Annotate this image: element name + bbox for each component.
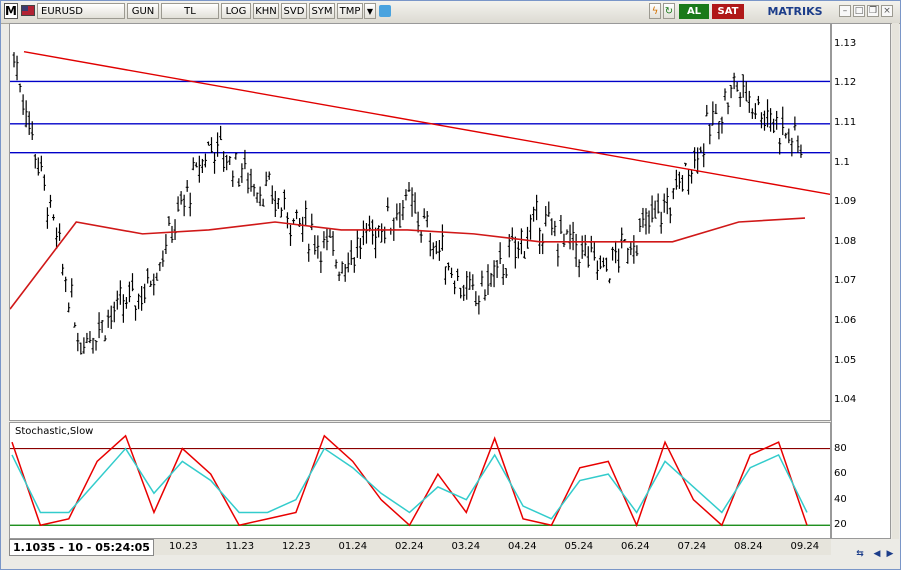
us-flag-icon <box>21 5 35 16</box>
stoch-y-tick-label: 20 <box>834 519 847 531</box>
log-scale-button[interactable]: LOG <box>221 3 251 19</box>
sell-button[interactable]: SAT <box>712 4 744 19</box>
x-tick-label: 04.24 <box>508 541 537 552</box>
svd-button[interactable]: SVD <box>281 3 307 19</box>
x-tick-label: 01.24 <box>338 541 368 552</box>
crosshair-readout: 1.1035 - 10 - 05:24:05 <box>9 539 154 556</box>
minimize-icon[interactable]: – <box>839 5 851 17</box>
scroll-left-icon[interactable]: ◀ <box>873 549 881 559</box>
stochastic-svg <box>10 434 830 528</box>
vertical-scrollbar[interactable] <box>892 23 899 539</box>
y-tick-label: 1.05 <box>834 354 857 366</box>
toolbar: M EURUSD GUN TL LOG KHN SVD SYM TMP ▼ ϟ … <box>1 1 900 24</box>
stoch-y-tick-label: 80 <box>834 442 847 454</box>
x-tick-label: 05.24 <box>564 541 594 552</box>
x-tick-label: 03.24 <box>451 541 481 552</box>
close-icon[interactable]: × <box>881 5 893 17</box>
x-tick-label: 06.24 <box>621 541 650 552</box>
x-tick-label: 12.23 <box>282 541 311 552</box>
y-tick-label: 1.08 <box>834 235 857 247</box>
app-logo: M <box>4 3 18 19</box>
restore-icon[interactable]: ❐ <box>867 5 879 17</box>
price-chart[interactable] <box>9 23 831 421</box>
lightning-icon[interactable]: ϟ <box>649 3 661 19</box>
x-tick-label: 09.24 <box>790 541 820 552</box>
x-tick-label: 02.24 <box>395 541 424 552</box>
y-axis: 1.13 1.12 1.11 1.1 1.09 1.08 1.07 1.06 1.05 1.04 8… <box>831 23 891 539</box>
moving-average-line <box>10 217 806 310</box>
y-tick-label: 1.11 <box>834 117 857 128</box>
y-tick-label: 1.04 <box>834 394 857 406</box>
y-tick-label: 1.1 <box>834 156 850 168</box>
indicator-title: Stochastic,Slow <box>15 426 94 437</box>
sym-button[interactable]: SYM <box>309 3 335 19</box>
trendline <box>23 51 830 195</box>
period-day-button[interactable]: GUN <box>127 3 159 19</box>
currency-tl-button[interactable]: TL <box>161 3 219 19</box>
symbol-field[interactable]: EURUSD <box>37 3 125 19</box>
y-tick-label: 1.09 <box>834 196 857 208</box>
stoch-y-tick-label: 60 <box>834 468 847 480</box>
price-chart-svg <box>10 51 830 355</box>
x-tick-label: 07.24 <box>677 541 707 552</box>
tmp-button[interactable]: TMP <box>337 3 363 19</box>
refresh-icon[interactable]: ↻ <box>663 3 675 19</box>
stoch-y-tick-label: 40 <box>834 493 847 505</box>
y-tick-label: 1.13 <box>834 37 857 49</box>
scroll-right-icon[interactable]: ▶ <box>886 549 894 559</box>
x-tick-label: 08.24 <box>734 541 763 552</box>
stoch-series-line <box>11 434 808 528</box>
sync-icon[interactable]: ⇆ <box>856 549 864 559</box>
y-tick-label: 1.07 <box>834 275 857 287</box>
y-tick-label: 1.06 <box>834 315 857 326</box>
x-tick-label: 10.23 <box>169 541 198 552</box>
y-tick-label: 1.12 <box>834 77 857 89</box>
khn-button[interactable]: KHN <box>253 3 279 19</box>
brand-logo: MATRIKS <box>767 5 823 18</box>
maximize-icon[interactable]: □ <box>853 5 865 17</box>
stoch-series-line <box>11 447 808 520</box>
x-axis: 1.1035 - 10 - 05:24:05 10.23 11.23 12.23 01… <box>9 539 831 556</box>
twitter-icon[interactable] <box>379 5 391 17</box>
dropdown-arrow-icon[interactable]: ▼ <box>364 3 376 19</box>
x-tick-label: 11.23 <box>225 541 255 552</box>
buy-button[interactable]: AL <box>679 4 709 19</box>
stochastic-panel[interactable]: Stochastic,Slow <box>9 422 831 539</box>
